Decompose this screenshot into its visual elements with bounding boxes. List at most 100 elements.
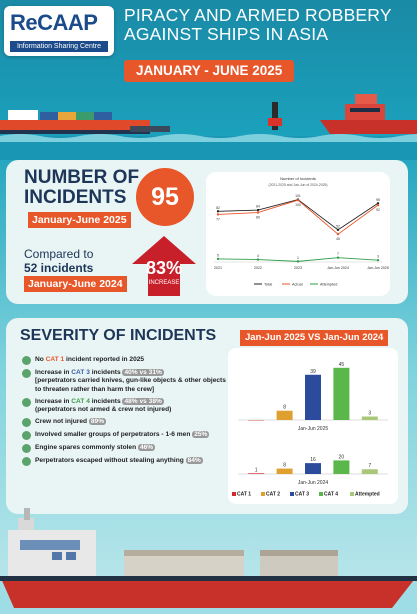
compared-period-tag: January-June 2024 — [24, 276, 127, 292]
data-label: 100 — [295, 203, 301, 207]
check-icon — [22, 431, 31, 441]
severity-bullet-text: No CAT 1 incident reported in 2025 — [35, 356, 145, 363]
data-point — [256, 211, 260, 214]
legend-swatch — [319, 492, 323, 496]
bar-value-label: 7 — [368, 463, 371, 469]
check-icon — [22, 418, 31, 428]
severity-chart-panel — [228, 348, 398, 504]
severity-bullet-note: [perpetrators carried knives, gun-like o… — [35, 377, 226, 393]
legend-label: CAT 3 — [295, 492, 309, 498]
data-point — [216, 257, 220, 261]
check-icon — [22, 369, 31, 378]
severity-bullet: Engine spares commonly stolen 46% — [22, 444, 228, 454]
severity-bar-charts: 8 39 45 3 Jan-Jun 2025 1 8 16 20 7 Jan-Jun 2024 CAT… — [232, 362, 388, 498]
legend-swatch — [290, 492, 294, 496]
legend-label: CAT 1 — [237, 492, 251, 498]
bar-value-label: 8 — [283, 463, 286, 469]
severity-bullet: Increase in CAT 4 incidents 48% vs 38% (p… — [22, 397, 228, 415]
data-label: 101 — [295, 194, 301, 198]
data-point — [216, 213, 220, 216]
severity-bullet: Involved smaller groups of perpetrators … — [22, 431, 228, 441]
bar — [333, 367, 350, 420]
bar-value-label: 1 — [255, 467, 258, 473]
data-point — [376, 202, 380, 205]
percent-badge: 40% vs 31% — [122, 369, 164, 376]
x-tick-label: Jan-Jun 2025 — [367, 266, 389, 270]
increase-percent: 83% — [145, 258, 183, 278]
data-label: 7 — [337, 252, 339, 256]
severity-title: SEVERITY OF INCIDENTS — [20, 327, 217, 344]
increase-label: INCREASE — [148, 280, 180, 286]
title-line-2: AGAINST SHIPS IN ASIA — [124, 24, 329, 44]
period-banner: JANUARY - JUNE 2025 — [124, 60, 295, 82]
check-icon — [22, 356, 31, 365]
bar-chart-title: Jan-Jun 2025 — [298, 426, 329, 432]
percent-badge: 84% — [185, 457, 203, 465]
legend-label: CAT 2 — [266, 492, 280, 498]
data-label: 45 — [336, 237, 340, 241]
legend-label: Attempted — [320, 282, 337, 286]
compared-line-2: 52 incidents — [24, 261, 94, 275]
data-point — [296, 260, 300, 263]
legend-swatch — [261, 492, 265, 496]
data-point — [256, 208, 260, 212]
logo-subtitle: Information Sharing Centre — [10, 41, 108, 52]
bar — [305, 374, 321, 420]
severity-bullet-text: Increase in CAT 3 incidents 40% vs 31% [p… — [35, 369, 228, 394]
bar-value-label: 45 — [339, 362, 345, 368]
data-point — [336, 228, 340, 232]
data-label: 82 — [216, 206, 220, 210]
severity-bullet-text: Involved smaller groups of perpetrators … — [35, 431, 210, 439]
bar — [248, 473, 265, 474]
title-line-1: PIRACY AND ARMED ROBBERY — [124, 5, 392, 25]
severity-period-tag: Jan-Jun 2025 VS Jan-Jun 2024 — [240, 330, 389, 346]
data-label: 95 — [376, 198, 380, 202]
x-tick-label: 2022 — [254, 266, 262, 270]
bar — [333, 460, 350, 474]
severity-bullet: Perpetrators escaped without stealing an… — [22, 457, 228, 467]
cargo-ship-illustration — [0, 508, 417, 614]
severity-bullet-text: Engine spares commonly stolen 46% — [35, 444, 156, 452]
data-point — [216, 210, 220, 213]
check-icon — [22, 444, 31, 454]
bar — [305, 463, 321, 474]
bar — [276, 468, 293, 474]
data-label: 1 — [297, 256, 299, 260]
percent-badge: 25% — [192, 431, 210, 439]
logo-text: ReCAAP — [10, 10, 98, 35]
percent-badge: 48% vs 38% — [122, 397, 164, 405]
data-label: 84 — [256, 205, 260, 209]
check-icon — [22, 457, 31, 467]
incidents-heading: NUMBER OF INCIDENTS — [24, 168, 139, 208]
incidents-heading-line-2: INCIDENTS — [24, 187, 127, 208]
incidents-line-chart-panel — [206, 172, 390, 296]
recaap-logo: ReCAAP Information Sharing Centre — [4, 6, 114, 56]
percent-badge: 89% — [88, 418, 107, 426]
x-tick-label: 2023 — [294, 266, 302, 270]
data-label: 52 — [336, 224, 340, 228]
data-label: 77 — [216, 217, 220, 221]
bar — [361, 416, 378, 420]
data-label: 92 — [376, 208, 380, 212]
data-point — [336, 256, 340, 259]
bar-value-label: 39 — [310, 369, 316, 375]
incidents-period-tag: January-June 2025 — [28, 212, 131, 228]
check-icon — [22, 397, 31, 407]
bar — [361, 469, 378, 474]
bar-chart-title: Jan-Jun 2024 — [298, 480, 329, 486]
legend-label: Attempted — [355, 492, 380, 498]
percent-badge: 46% — [137, 444, 156, 452]
bar — [276, 410, 293, 420]
data-label: 80 — [256, 216, 260, 220]
incidents-heading-line-1: NUMBER OF — [24, 167, 140, 188]
data-point — [336, 232, 340, 236]
compared-text: Compared to 52 incidents — [24, 247, 93, 275]
data-point — [256, 258, 260, 261]
bar-value-label: 20 — [339, 454, 345, 460]
data-point — [376, 203, 380, 207]
compared-line-1: Compared to — [24, 247, 94, 261]
line-chart-title: Number of Incidents — [280, 176, 316, 181]
severity-bullet: Crew not injured 89% — [22, 418, 228, 428]
severity-bullet-text: Perpetrators escaped without stealing an… — [35, 457, 203, 465]
incident-count: 95 — [136, 168, 194, 226]
